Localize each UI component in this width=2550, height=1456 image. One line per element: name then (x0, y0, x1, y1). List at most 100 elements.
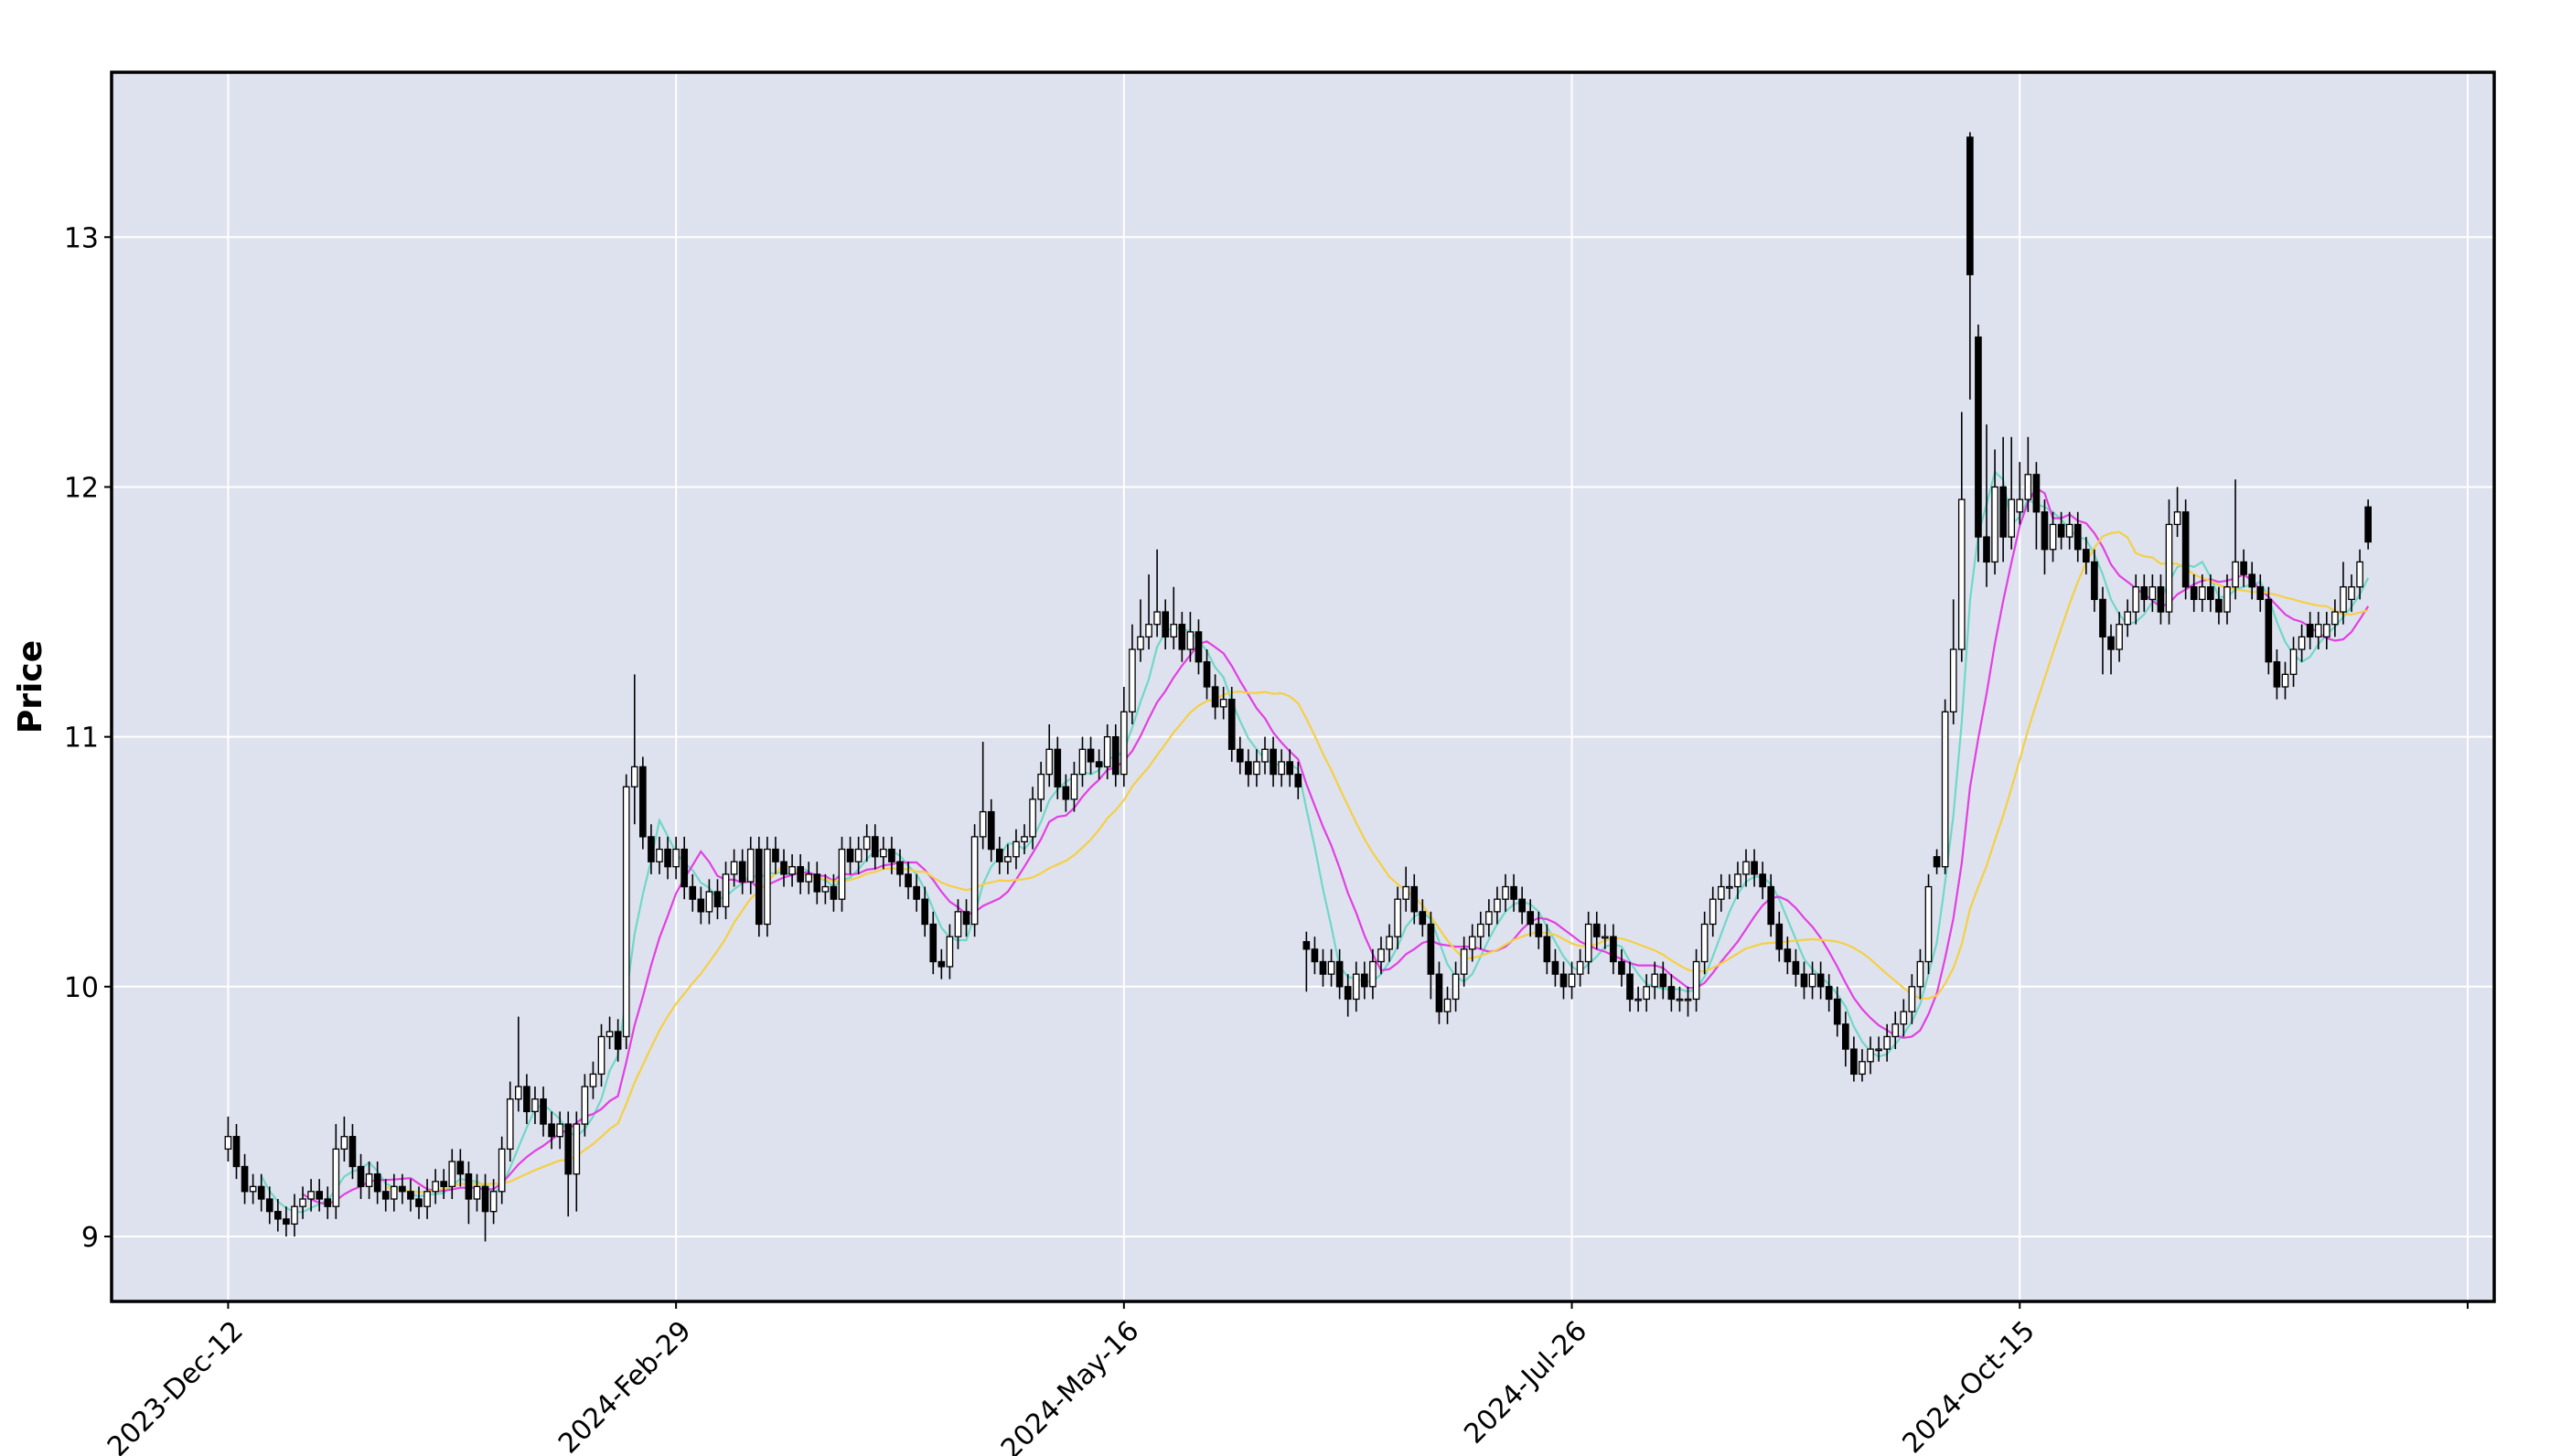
candle-body (1037, 773, 1045, 800)
candle-body (1270, 748, 1277, 776)
candle-body (896, 861, 904, 875)
candle-body (1916, 960, 1924, 988)
candle-body (746, 848, 755, 883)
candle-body (1236, 748, 1244, 763)
candle-body (1775, 923, 1784, 950)
candle-body (307, 1191, 315, 1200)
candle-body (299, 1198, 306, 1207)
candle-body (1610, 936, 1617, 963)
candle-body (1103, 735, 1111, 768)
candle-body (1402, 885, 1410, 900)
candle-body (1643, 986, 1650, 1001)
candle-body (722, 873, 730, 908)
candle-body (1792, 960, 1800, 975)
candle-body (2322, 624, 2330, 638)
candle-body (705, 891, 713, 913)
candle-body (2024, 474, 2032, 500)
candle-body (1659, 973, 1667, 988)
candle-body (1518, 898, 1526, 913)
candle-body (1559, 973, 1568, 988)
candle-body (498, 1148, 506, 1193)
candle-body (1949, 648, 1957, 712)
candle-body (1344, 986, 1352, 1001)
candle-body (2273, 661, 2281, 688)
candle-body (1900, 1011, 1908, 1025)
candle-body (423, 1191, 431, 1207)
candle-body (772, 848, 779, 862)
candle-body (407, 1191, 414, 1200)
candle-body (1709, 898, 1717, 926)
candle-body (1261, 748, 1269, 763)
grid (112, 72, 2494, 1301)
candle-body (2256, 586, 2265, 601)
candle-body (373, 1173, 381, 1193)
candle-body (2107, 636, 2115, 650)
candle-body (1634, 998, 1642, 1001)
candle-body (1029, 798, 1036, 838)
y-tick-label: 13 (64, 222, 99, 254)
candle-body (1510, 885, 1517, 900)
candle-body (232, 1136, 241, 1168)
candle-body (1095, 761, 1103, 768)
candle-body (1386, 936, 1393, 950)
candle-body (1584, 923, 1592, 963)
candle-body (1211, 686, 1219, 708)
candle-body (1800, 973, 1808, 988)
candle-body (639, 765, 647, 838)
moving-averages (260, 470, 2370, 1214)
candle-body (2198, 586, 2206, 601)
candle-body (1468, 936, 1476, 950)
candle-body (1825, 986, 1833, 1001)
candle-body (2049, 523, 2057, 551)
candle-body (2116, 624, 2123, 650)
candle-body (2331, 611, 2339, 626)
candle-body (1435, 973, 1443, 1012)
candle-body (2181, 511, 2190, 588)
candle-body (2265, 598, 2273, 663)
candle-body (979, 810, 987, 838)
candle-body (1476, 923, 1484, 937)
candle-body (249, 1185, 257, 1193)
candle-body (316, 1191, 323, 1200)
candle-body (2289, 648, 2298, 675)
candle-body (1941, 711, 1949, 868)
candle-body (1012, 840, 1020, 858)
candle-body (680, 848, 689, 888)
candle-body (1975, 336, 1982, 538)
candle-body (1684, 998, 1692, 1001)
candle-body (1427, 923, 1435, 975)
candle-body (1129, 648, 1136, 712)
candle-body (1850, 1048, 1858, 1076)
candle-body (2157, 586, 2165, 613)
candle-body (2314, 624, 2322, 638)
candle-body (987, 810, 995, 851)
candle-body (324, 1198, 332, 1207)
x-tick-label: 2023-Dec-12 (102, 1315, 250, 1456)
candle-body (2281, 673, 2289, 688)
candle-body (440, 1181, 448, 1187)
candle-body (1286, 761, 1294, 776)
candle-body (456, 1161, 465, 1175)
candle-body (2065, 523, 2073, 538)
candle-body (1443, 998, 1452, 1012)
candle-body (2082, 549, 2090, 563)
candle-body (257, 1185, 265, 1200)
candle-body (340, 1136, 348, 1151)
candle-body (1377, 948, 1385, 963)
candle-body (1875, 1048, 1882, 1052)
candle-body (1021, 836, 1028, 843)
candle-body (689, 885, 697, 900)
y-axis-label: Price (12, 640, 49, 733)
x-tick-label: 2024-Jul-26 (1458, 1315, 1593, 1451)
candle-body (713, 891, 722, 908)
candle-body (1195, 631, 1203, 663)
candle-body (697, 898, 705, 913)
candle-body (605, 1031, 614, 1038)
candle-body (2165, 523, 2173, 613)
candle-body (1327, 960, 1335, 975)
candle-body (1120, 711, 1128, 776)
candle-body (846, 848, 854, 862)
candle-body (2057, 523, 2065, 538)
candle-body (1162, 611, 1170, 638)
candle-body (2240, 561, 2247, 575)
